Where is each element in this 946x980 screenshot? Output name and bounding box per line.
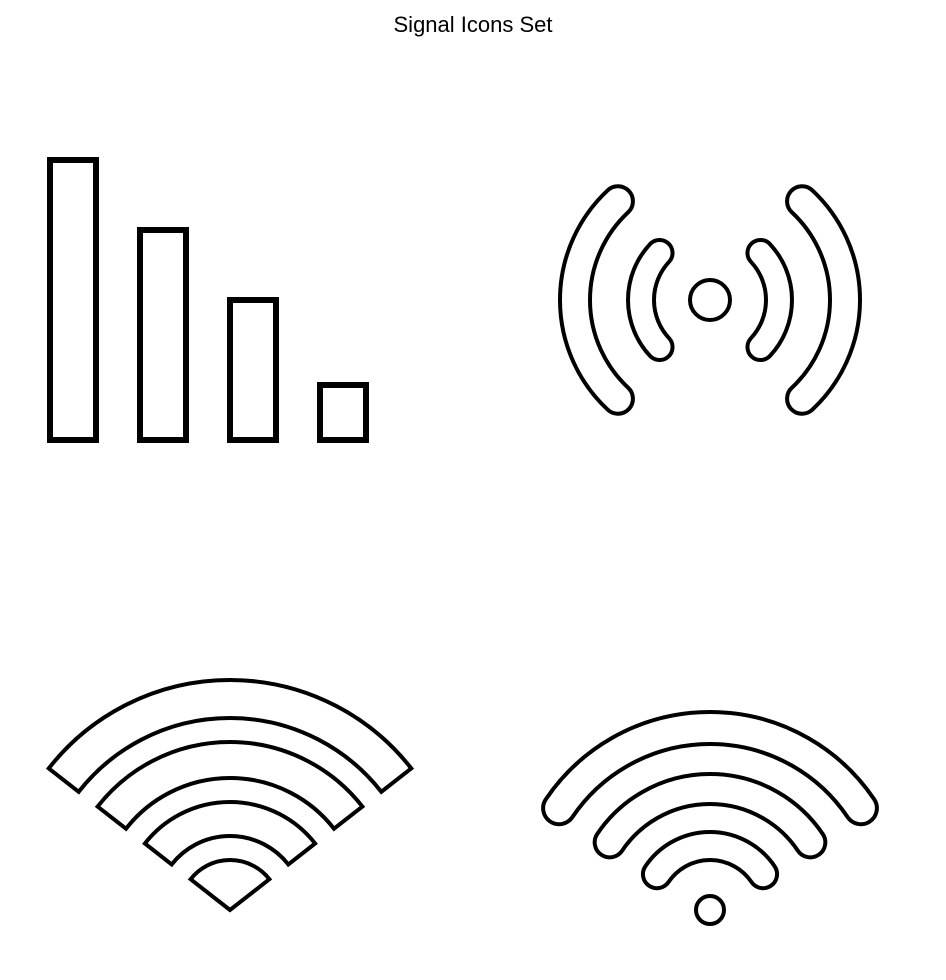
page-title: Signal Icons Set bbox=[394, 12, 553, 38]
icon-grid bbox=[0, 120, 946, 980]
signal-bars-icon bbox=[30, 140, 410, 490]
broadcast-icon bbox=[500, 140, 920, 490]
wifi-rounded-icon bbox=[500, 610, 920, 960]
wifi-pointed-icon bbox=[30, 610, 430, 960]
